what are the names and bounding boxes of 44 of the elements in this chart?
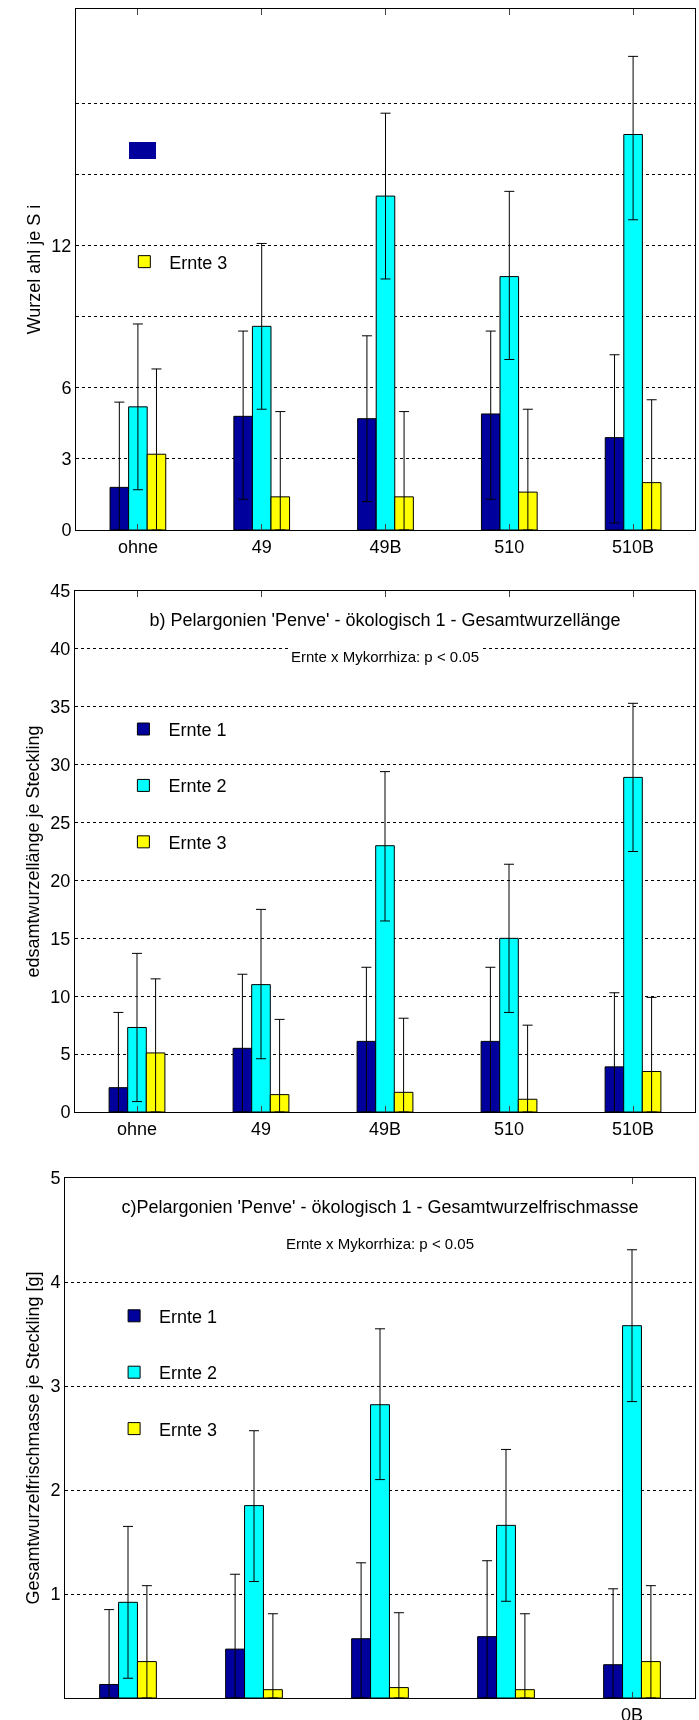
legend-label: Ernte 1	[168, 720, 227, 741]
text: Ernte x Mykorrhiza: p < 0.05	[291, 648, 479, 665]
y-tick-label: 5	[50, 1168, 61, 1189]
x-tick-label: 510	[493, 1118, 525, 1139]
y-tick-label: 20	[50, 870, 71, 891]
y-tick-label: 4	[50, 1272, 61, 1293]
y-tick-label: 40	[50, 639, 71, 660]
y-tick-label: 10	[50, 986, 71, 1007]
y-tick-label: 12	[51, 236, 72, 257]
y-axis-title: Gesamtwurzelfrischmasse je Steckling [g]	[22, 1271, 43, 1605]
text: b) Pelargonien 'Penve' - ökologisch 1 - Gesamtwurzellänge	[149, 609, 621, 630]
legend-label: Ernte 2	[159, 1363, 218, 1384]
y-tick-label: 3	[50, 1376, 61, 1397]
y-tick-label: 6	[61, 378, 72, 399]
legend-label: Ernte 1	[159, 1306, 218, 1327]
y-tick-label: 15	[50, 928, 71, 949]
y-tick-label: 35	[50, 697, 71, 718]
legend-label: Ernte 3	[168, 832, 227, 853]
x-tick-label: 0B	[620, 1704, 644, 1720]
x-tick-label: 49	[251, 536, 272, 557]
legend-label: Ernte 3	[159, 1419, 218, 1440]
x-tick-label: 510	[494, 536, 525, 557]
y-tick-label: 25	[50, 812, 71, 833]
y-axis-title: edsamtwurzellänge je Steckling	[22, 725, 43, 978]
y-tick-label: 3	[61, 449, 72, 470]
x-tick-label: ohne	[117, 536, 158, 557]
x-tick-label: 510B	[611, 1118, 655, 1139]
x-tick-label: 49B	[368, 1118, 402, 1139]
y-tick-label: 30	[50, 754, 71, 775]
y-tick-label: 45	[50, 581, 71, 602]
y-tick-label: 2	[50, 1480, 61, 1501]
y-tick-label: 0	[61, 520, 72, 541]
y-axis-title: Wurzel ahl je S i	[23, 204, 44, 335]
legend-label: Ernte 2	[168, 776, 227, 797]
y-tick-label: 1	[50, 1584, 61, 1605]
legend-label: Ernte 3	[169, 252, 228, 273]
text: Ernte x Mykorrhiza: p < 0.05	[286, 1235, 474, 1252]
y-tick-label: 0	[60, 1102, 71, 1123]
text: c)Pelargonien 'Penve' - ökologisch 1 - Gesamtwurzelfrischmasse	[121, 1196, 639, 1217]
x-tick-label: 510B	[612, 536, 655, 557]
x-tick-label: 49B	[369, 536, 402, 557]
x-tick-label: 49	[250, 1118, 272, 1139]
x-tick-label: ohne	[116, 1118, 158, 1139]
y-tick-label: 5	[60, 1044, 71, 1065]
